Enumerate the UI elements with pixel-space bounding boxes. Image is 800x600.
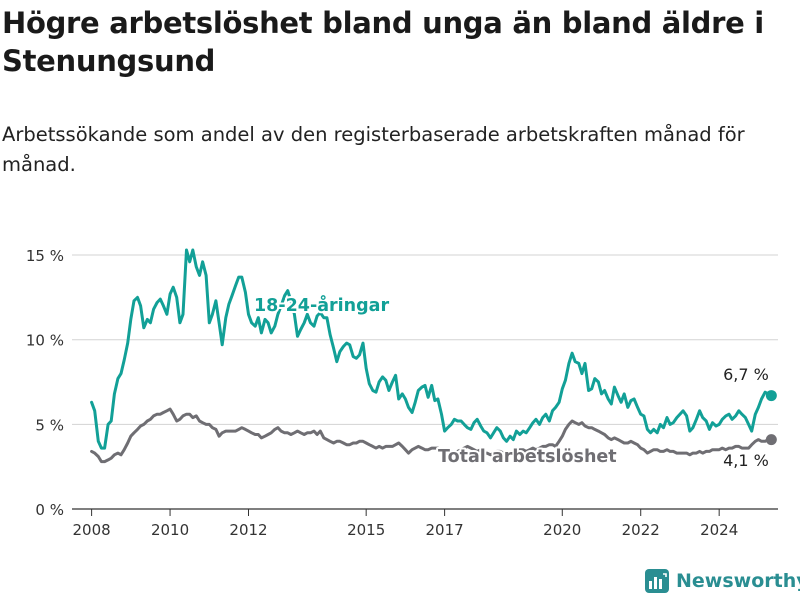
x-tick-label: 2008 xyxy=(73,521,111,539)
end-label-youth: 6,7 % xyxy=(723,365,769,384)
x-tick-label: 2017 xyxy=(426,521,464,539)
series-line-total xyxy=(90,407,773,464)
gridlines: 0 % 5 % 10 % 15 % xyxy=(26,247,778,519)
y-tick-label: 10 % xyxy=(26,332,64,350)
x-tick-label: 2024 xyxy=(700,521,738,539)
series-label-total: Total arbetslöshet xyxy=(438,447,617,467)
chart-subtitle: Arbetssökande som andel av den registerb… xyxy=(2,123,745,176)
x-tick-label: 2010 xyxy=(151,521,189,539)
end-label-total: 4,1 % xyxy=(723,451,769,470)
y-tick-label: 5 % xyxy=(35,416,64,434)
newsworthy-logo-icon xyxy=(645,569,669,593)
x-axis: 2008 2010 2012 2015 2017 2020 2022 2024 xyxy=(73,509,738,539)
brand-name: Newsworthy xyxy=(676,570,800,592)
series-line-youth xyxy=(90,248,773,450)
x-tick-label: 2012 xyxy=(229,521,267,539)
chart-title: Högre arbetslöshet bland unga än bland ä… xyxy=(2,6,764,78)
x-tick-label: 2015 xyxy=(347,521,385,539)
series-label-youth: 18-24-åringar xyxy=(254,294,389,316)
series-endpoint-total xyxy=(765,434,777,446)
x-tick-label: 2020 xyxy=(543,521,581,539)
series-lines xyxy=(90,248,777,464)
chart-labels: 18-24-åringar Total arbetslöshet 6,7 % 4,1 … xyxy=(252,292,769,470)
newsworthy-logo: Newsworthy xyxy=(644,568,800,594)
x-tick-label: 2022 xyxy=(622,521,660,539)
y-tick-label: 15 % xyxy=(26,247,64,265)
y-tick-label: 0 % xyxy=(35,501,64,519)
series-endpoint-youth xyxy=(765,390,777,402)
